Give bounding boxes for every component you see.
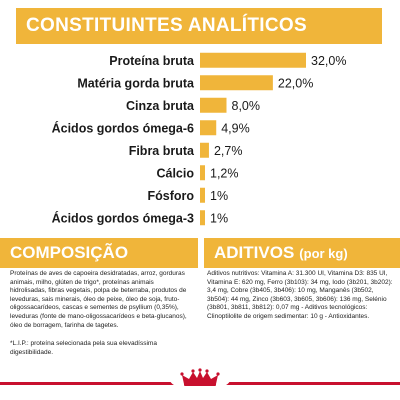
value-label: 8,0% xyxy=(232,99,261,113)
value-label: 1,2% xyxy=(210,166,239,180)
category-label: Matéria gorda bruta xyxy=(77,76,195,90)
analytics-title: CONSTITUINTES ANALÍTICOS xyxy=(26,15,307,36)
lip-footnote: *L.I.P.: proteína selecionada pela sua e… xyxy=(10,340,157,356)
composition-header: COMPOSIÇÃO xyxy=(0,238,198,268)
value-label: 2,7% xyxy=(214,144,243,158)
additives-text: Aditivos nutritivos: Vitamina A: 31.300 … xyxy=(207,270,393,320)
analytics-header: CONSTITUINTES ANALÍTICOS xyxy=(16,8,382,44)
category-label: Ácidos gordos ómega-6 xyxy=(52,120,194,135)
bar xyxy=(200,75,273,91)
bar xyxy=(200,142,209,158)
value-label: 4,9% xyxy=(221,121,250,135)
additives-title: ADITIVOS xyxy=(214,243,295,262)
value-label: 1% xyxy=(210,189,228,203)
additives-header: ADITIVOS (por kg) xyxy=(204,238,400,268)
bar xyxy=(200,120,217,136)
bar xyxy=(200,187,205,203)
value-label: 22,0% xyxy=(278,76,313,90)
category-label: Fósforo xyxy=(147,189,194,203)
category-label: Cinza bruta xyxy=(126,99,195,113)
category-label: Fibra bruta xyxy=(129,144,195,158)
bar xyxy=(200,97,227,113)
category-label: Ácidos gordos ómega-3 xyxy=(52,210,194,225)
analytics-bar-chart: Proteína bruta 32,0% Matéria gorda bruta 22… xyxy=(52,52,346,226)
category-label: Proteína bruta xyxy=(109,54,195,68)
value-label: 32,0% xyxy=(311,54,346,68)
royal-canin-crown-logo xyxy=(170,368,230,390)
composition-title: COMPOSIÇÃO xyxy=(10,243,129,262)
additives-unit: (por kg) xyxy=(299,245,348,261)
value-label: 1% xyxy=(210,211,228,225)
bar xyxy=(200,52,306,68)
category-label: Cálcio xyxy=(156,166,194,180)
bar xyxy=(200,210,205,226)
composition-text: Proteínas de aves de capoeira desidratad… xyxy=(10,270,187,329)
bar xyxy=(200,165,205,181)
